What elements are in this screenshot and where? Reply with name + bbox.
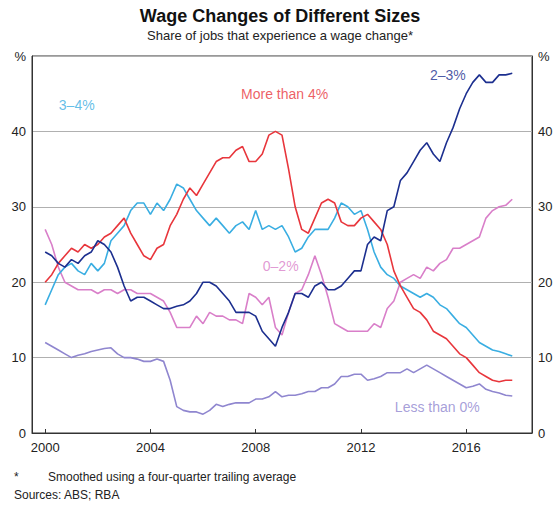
svg-text:40: 40 bbox=[12, 124, 26, 139]
svg-text:3–4%: 3–4% bbox=[59, 97, 95, 113]
svg-text:Wage Changes of Different Size: Wage Changes of Different Sizes bbox=[140, 6, 420, 26]
svg-text:More than 4%: More than 4% bbox=[241, 86, 328, 102]
svg-text:0–2%: 0–2% bbox=[263, 258, 299, 274]
svg-text:10: 10 bbox=[12, 350, 26, 365]
svg-text:2012: 2012 bbox=[346, 440, 375, 455]
svg-text:10: 10 bbox=[538, 350, 552, 365]
svg-text:Smoothed using a four-quarter: Smoothed using a four-quarter trailing a… bbox=[48, 470, 296, 484]
svg-text:2016: 2016 bbox=[452, 440, 481, 455]
svg-text:%: % bbox=[538, 49, 550, 64]
svg-text:*: * bbox=[14, 470, 19, 484]
svg-text:0: 0 bbox=[538, 426, 545, 441]
svg-text:20: 20 bbox=[12, 275, 26, 290]
svg-text:Sources: ABS; RBA: Sources: ABS; RBA bbox=[14, 488, 119, 502]
svg-text:20: 20 bbox=[538, 275, 552, 290]
svg-text:Share of jobs that experience: Share of jobs that experience a wage cha… bbox=[147, 28, 413, 43]
svg-text:2000: 2000 bbox=[31, 440, 60, 455]
svg-text:%: % bbox=[14, 49, 26, 64]
svg-text:2004: 2004 bbox=[136, 440, 165, 455]
svg-text:30: 30 bbox=[538, 199, 552, 214]
svg-text:40: 40 bbox=[538, 124, 552, 139]
svg-text:30: 30 bbox=[12, 199, 26, 214]
svg-text:Less than 0%: Less than 0% bbox=[395, 399, 480, 415]
svg-text:2008: 2008 bbox=[241, 440, 270, 455]
svg-text:2–3%: 2–3% bbox=[430, 67, 466, 83]
svg-text:0: 0 bbox=[19, 426, 26, 441]
